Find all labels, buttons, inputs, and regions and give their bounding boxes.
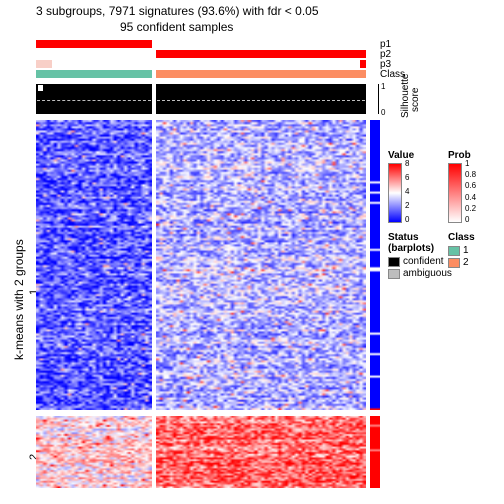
annot-p1-seg <box>36 40 152 48</box>
title-line-1: 3 subgroups, 7971 signatures (93.6%) wit… <box>36 4 319 18</box>
annot-p3-seg <box>52 60 152 68</box>
title-line-2: 95 confident samples <box>120 20 233 34</box>
annot-p1-seg <box>156 40 366 48</box>
heatmap-bottom-left <box>36 416 152 488</box>
silhouette-left <box>36 84 152 114</box>
annot-p3-seg <box>156 60 360 68</box>
row-annotation <box>370 120 380 488</box>
heatmap-top-left <box>36 120 152 410</box>
annot-p2-seg <box>156 50 366 58</box>
silhouette-right <box>156 84 366 114</box>
annot-Class-seg <box>156 70 366 78</box>
heatmap-bottom-right <box>156 416 366 488</box>
annot-p3-seg <box>360 60 366 68</box>
heatmap-top-right <box>156 120 366 410</box>
annot-Class-seg <box>36 70 152 78</box>
annot-p3-seg <box>36 60 52 68</box>
annot-p2-seg <box>36 50 152 58</box>
y-axis-label: k-means with 2 groups <box>12 239 26 360</box>
